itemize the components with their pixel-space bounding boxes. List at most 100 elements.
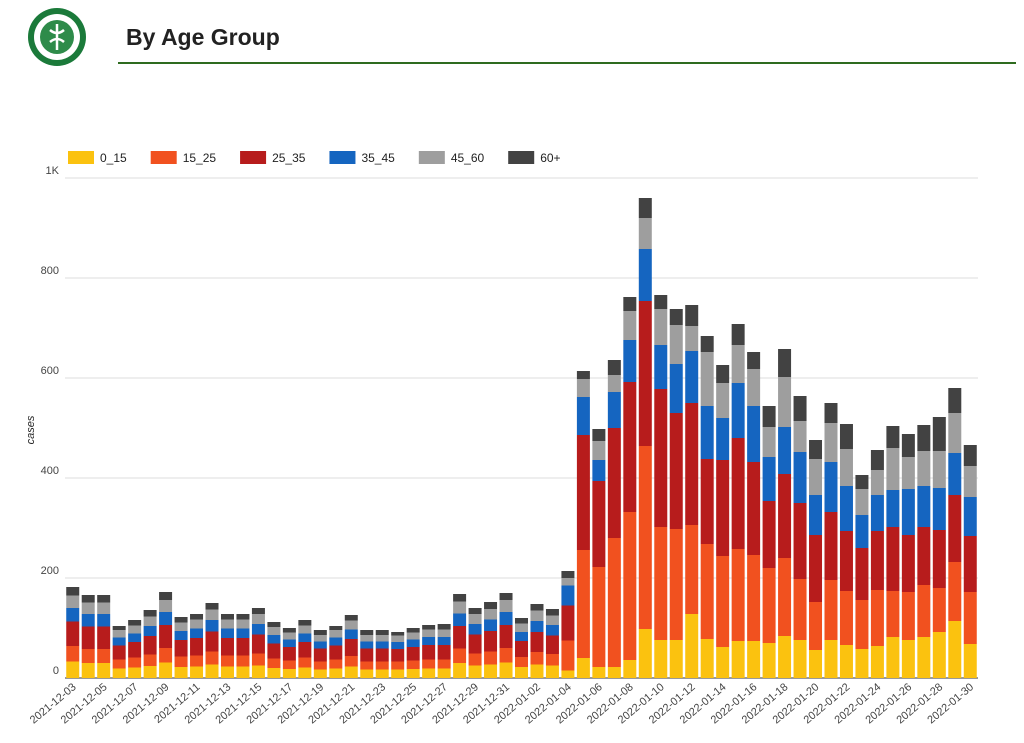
- bar-segment: [870, 646, 884, 678]
- bar-segment: [143, 616, 157, 626]
- bar-segment: [251, 608, 265, 614]
- bar-segment: [747, 352, 761, 369]
- bar-segment: [251, 634, 265, 654]
- bar-segment: [499, 662, 513, 678]
- bar-segment: [220, 619, 234, 629]
- bar-segment: [793, 452, 807, 503]
- bar-segment: [220, 614, 234, 620]
- bar-segment: [422, 668, 436, 678]
- legend-label: 60+: [540, 151, 560, 165]
- bar-segment: [128, 625, 142, 634]
- bar-segment: [700, 406, 714, 459]
- bar-segment: [97, 626, 111, 649]
- bar-segment: [81, 626, 95, 649]
- bar-segment: [932, 632, 946, 678]
- bar-segment: [669, 364, 683, 413]
- bar-segment: [809, 602, 823, 650]
- bar-segment: [901, 434, 915, 457]
- bar-segment: [654, 295, 668, 309]
- bar-segment: [174, 667, 188, 678]
- bar-segment: [236, 666, 250, 678]
- y-tick-label: 800: [41, 265, 59, 277]
- bar-segment: [468, 653, 482, 666]
- bar-segment: [391, 661, 405, 670]
- bar-segment: [174, 656, 188, 667]
- bar-segment: [251, 653, 265, 666]
- bar-segment: [638, 446, 652, 629]
- bar-segment: [963, 445, 977, 466]
- bar-segment: [97, 614, 111, 627]
- bar-segment: [855, 515, 869, 548]
- bar-segment: [592, 429, 606, 441]
- bar-segment: [623, 660, 637, 678]
- bar-segment: [375, 669, 389, 678]
- bar-segment: [762, 406, 776, 427]
- bar-segment: [298, 620, 312, 626]
- bar-segment: [453, 601, 467, 614]
- bar-segment: [190, 638, 204, 656]
- bar-segment: [267, 627, 281, 635]
- bar-segment: [329, 626, 343, 630]
- bar-segment: [963, 644, 977, 678]
- bar-segment: [607, 428, 621, 538]
- bar-segment: [530, 652, 544, 665]
- bar-segment: [499, 648, 513, 663]
- bar-segment: [360, 630, 374, 635]
- bar-segment: [576, 550, 590, 658]
- bar-segment: [422, 645, 436, 660]
- bar-segment: [484, 631, 498, 652]
- bar-segment: [190, 628, 204, 638]
- bar-segment: [592, 567, 606, 667]
- bar-segment: [298, 642, 312, 658]
- bar-segment: [901, 489, 915, 535]
- bar-segment: [607, 667, 621, 678]
- bar-segment: [391, 635, 405, 642]
- bar-segment: [484, 664, 498, 678]
- bar-segment: [143, 654, 157, 666]
- bar-segment: [267, 658, 281, 668]
- bar-segment: [112, 637, 126, 646]
- bar-segment: [484, 602, 498, 609]
- bar-segment: [948, 453, 962, 495]
- bar-segment: [313, 648, 327, 662]
- bar-segment: [901, 535, 915, 592]
- bar-segment: [205, 651, 219, 665]
- bar-segment: [561, 605, 575, 641]
- y-tick-label: 400: [41, 465, 59, 477]
- bar-segment: [468, 614, 482, 624]
- bar-segment: [391, 632, 405, 636]
- bar-segment: [638, 249, 652, 301]
- bar-segment: [530, 632, 544, 652]
- bar-segment: [824, 580, 838, 640]
- bar-segment: [174, 640, 188, 657]
- bar-segment: [484, 609, 498, 620]
- bar-segment: [360, 648, 374, 662]
- bar-segment: [159, 625, 173, 648]
- bar-segment: [251, 624, 265, 635]
- bar-segment: [638, 218, 652, 249]
- bar-segment: [375, 635, 389, 642]
- bar-segment: [716, 647, 730, 678]
- bar-segment: [66, 587, 80, 596]
- bar-segment: [220, 666, 234, 678]
- bar-segment: [592, 441, 606, 460]
- bar-segment: [159, 600, 173, 612]
- bar-segment: [638, 198, 652, 218]
- bar-segment: [81, 614, 95, 627]
- bar-segment: [762, 457, 776, 501]
- bar-segment: [406, 660, 420, 669]
- bar-segment: [870, 450, 884, 470]
- bar-segment: [499, 612, 513, 625]
- bar-segment: [344, 656, 358, 667]
- legend-label: 25_35: [272, 151, 306, 165]
- bar-segment: [685, 305, 699, 326]
- bar-segment: [886, 490, 900, 527]
- bar-segment: [576, 371, 590, 379]
- bar-segment: [762, 427, 776, 457]
- bar-segment: [468, 634, 482, 654]
- bar-segment: [917, 585, 931, 637]
- bar-segment: [855, 475, 869, 489]
- bar-segment: [778, 427, 792, 474]
- bar-segment: [97, 663, 111, 678]
